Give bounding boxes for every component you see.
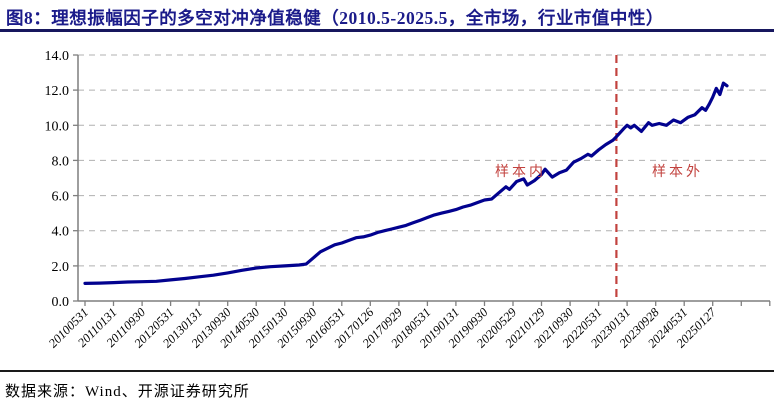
y-tick-label: 6.0	[52, 190, 70, 205]
y-tick-label: 4.0	[52, 225, 70, 240]
y-tick-label: 0.0	[52, 295, 70, 310]
y-tick-label: 10.0	[45, 119, 70, 134]
y-tick-label: 14.0	[45, 49, 70, 64]
data-source: 数据来源：Wind、开源证券研究所	[5, 384, 250, 400]
footer-divider	[0, 370, 774, 372]
y-tick-label: 8.0	[52, 154, 70, 169]
y-tick-label: 12.0	[45, 84, 70, 99]
y-tick-label: 2.0	[52, 260, 70, 275]
annotation-in-sample: 样本内	[495, 165, 546, 180]
annotation-out-of-sample: 样本外	[652, 165, 703, 180]
title-underline	[0, 29, 774, 32]
figure-title: 图8：理想振幅因子的多空对冲净值稳健（2010.5-2025.5，全市场，行业市…	[6, 8, 664, 28]
net-value-line	[83, 81, 729, 285]
